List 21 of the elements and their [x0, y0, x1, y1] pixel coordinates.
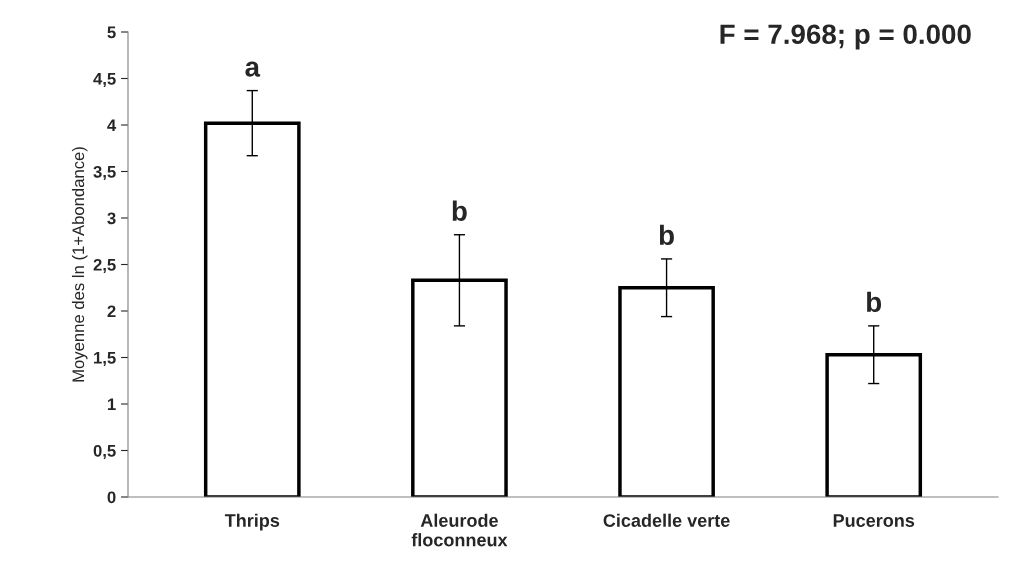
annotation: b — [659, 224, 674, 246]
annotation: F = 7.968; p = 0.000 — [720, 24, 971, 50]
y-tick-label: 0,5 — [93, 444, 116, 460]
x-tick-label: Thrips — [224, 513, 280, 531]
y-tick-label: 5 — [107, 26, 116, 39]
y-tick-label: 0 — [107, 491, 116, 504]
x-tick-label: Pucerons — [833, 514, 915, 527]
annotation: a — [245, 61, 261, 77]
y-tick-label: 3 — [107, 212, 116, 225]
y-axis-title: Moyenne des ln (1+Abondance) — [71, 147, 88, 382]
y-tick-label: 1,5 — [94, 352, 116, 367]
y-tick-label: 4 — [107, 119, 117, 132]
annotation: b — [452, 200, 467, 221]
y-tick-label: 1 — [107, 398, 116, 411]
x-tick-label: Cicadelle verte — [603, 513, 730, 527]
y-tick-label: 3,5 — [93, 165, 116, 181]
x-tick-label: Aleurode floconneux — [411, 513, 508, 547]
y-tick-label: 2 — [107, 305, 116, 318]
annotation: b — [867, 291, 882, 313]
y-tick-label: 4,5 — [93, 73, 116, 88]
y-tick-label: 2,5 — [93, 258, 116, 274]
